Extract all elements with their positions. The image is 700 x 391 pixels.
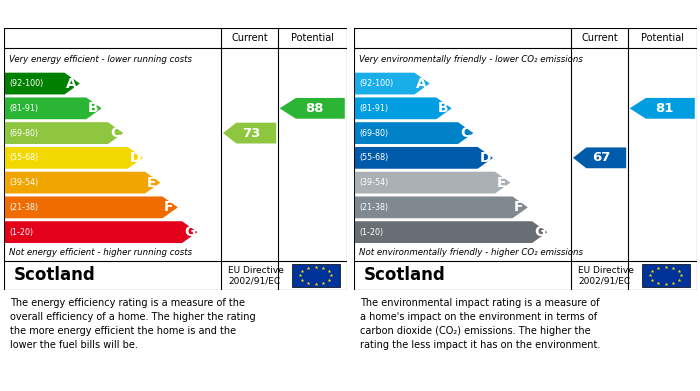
Text: (21-38): (21-38) [9,203,38,212]
Text: (55-68): (55-68) [359,153,389,162]
Bar [642,264,690,287]
Text: (69-80): (69-80) [9,129,38,138]
Text: Current: Current [581,33,618,43]
Text: B: B [88,101,99,115]
Polygon shape [355,221,547,243]
Text: D: D [130,151,141,165]
Polygon shape [355,172,510,194]
Polygon shape [355,196,528,218]
Text: (81-91): (81-91) [9,104,38,113]
Bar [292,264,340,287]
Polygon shape [5,196,178,218]
Text: EU Directive
2002/91/EC: EU Directive 2002/91/EC [578,266,634,285]
Text: C: C [460,126,470,140]
Polygon shape [355,147,493,169]
Text: 67: 67 [592,151,611,164]
Text: C: C [110,126,120,140]
Polygon shape [355,122,473,144]
Text: D: D [480,151,491,165]
Polygon shape [573,147,626,168]
Text: G: G [534,225,545,239]
Polygon shape [5,172,160,194]
Text: G: G [184,225,195,239]
Text: EU Directive
2002/91/EC: EU Directive 2002/91/EC [228,266,284,285]
Text: The energy efficiency rating is a measure of the
overall efficiency of a home. T: The energy efficiency rating is a measur… [10,298,256,350]
Text: 81: 81 [655,102,674,115]
Text: (92-100): (92-100) [359,79,393,88]
Text: (55-68): (55-68) [9,153,38,162]
Text: F: F [164,200,174,214]
Text: A: A [416,77,427,91]
Text: E: E [147,176,156,190]
Polygon shape [5,97,102,119]
Polygon shape [5,221,197,243]
Text: E: E [497,176,506,190]
Polygon shape [629,98,695,119]
Text: A: A [66,77,77,91]
Text: Not energy efficient - higher running costs: Not energy efficient - higher running co… [8,248,192,257]
Polygon shape [279,98,345,119]
Text: Not environmentally friendly - higher CO₂ emissions: Not environmentally friendly - higher CO… [358,248,582,257]
Polygon shape [355,97,452,119]
Text: (1-20): (1-20) [359,228,383,237]
Text: (21-38): (21-38) [359,203,388,212]
Polygon shape [5,73,80,95]
Polygon shape [223,123,276,143]
Polygon shape [355,73,430,95]
Text: (69-80): (69-80) [359,129,388,138]
Polygon shape [5,122,123,144]
Text: Environmental Impact (CO₂) Rating: Environmental Impact (CO₂) Rating [362,7,624,21]
Text: Scotland: Scotland [364,266,445,285]
Polygon shape [5,147,143,169]
Text: Scotland: Scotland [14,266,95,285]
Text: Current: Current [231,33,268,43]
Text: (1-20): (1-20) [9,228,33,237]
Text: The environmental impact rating is a measure of
a home's impact on the environme: The environmental impact rating is a mea… [360,298,601,350]
Text: 73: 73 [242,127,261,140]
Text: B: B [438,101,449,115]
Text: Very energy efficient - lower running costs: Very energy efficient - lower running co… [8,55,192,64]
Text: 88: 88 [305,102,324,115]
Text: Potential: Potential [640,33,684,43]
Text: Potential: Potential [290,33,334,43]
Text: F: F [514,200,524,214]
Text: (39-54): (39-54) [359,178,389,187]
Text: Very environmentally friendly - lower CO₂ emissions: Very environmentally friendly - lower CO… [358,55,582,64]
Text: (81-91): (81-91) [359,104,388,113]
Text: (92-100): (92-100) [9,79,43,88]
Text: (39-54): (39-54) [9,178,38,187]
Text: Energy Efficiency Rating: Energy Efficiency Rating [12,7,195,21]
